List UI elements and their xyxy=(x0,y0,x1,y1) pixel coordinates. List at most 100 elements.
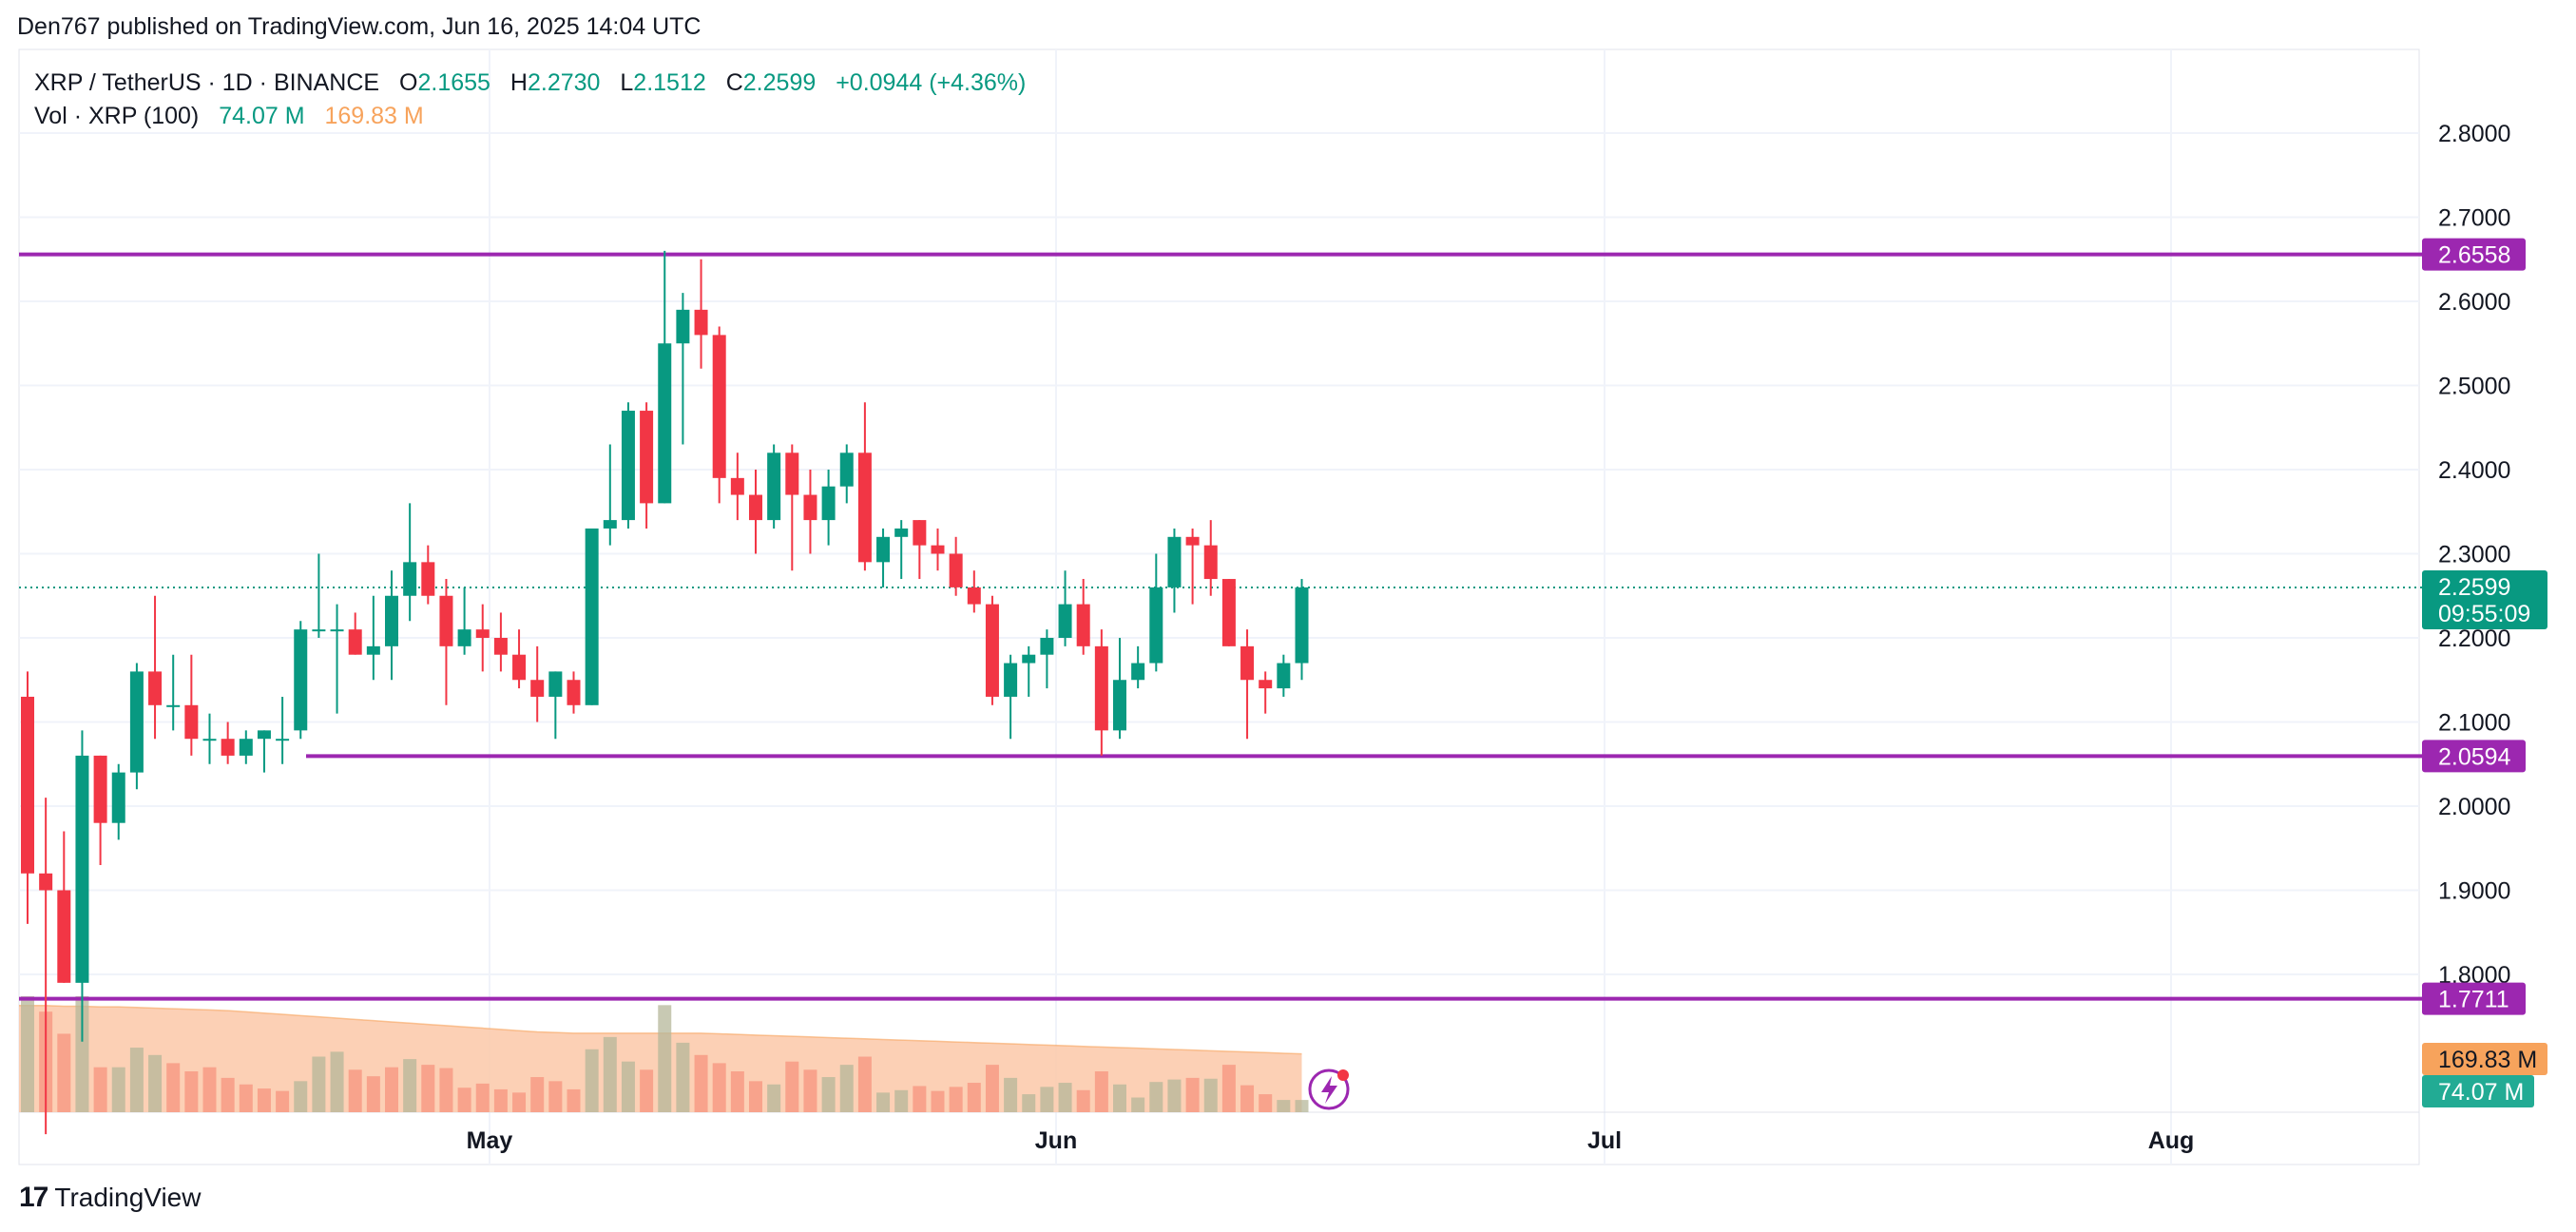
volume-bar xyxy=(1131,1097,1145,1112)
volume-value: 74.07 M xyxy=(219,103,305,129)
candle-body xyxy=(603,520,617,529)
candle-body xyxy=(712,335,726,478)
time-axis: May Jun Jul Aug xyxy=(467,1127,2195,1154)
volume-bar xyxy=(221,1077,235,1112)
price-tick-label: 2.7000 xyxy=(2438,205,2510,232)
low-label: L xyxy=(620,69,634,96)
candle-body xyxy=(221,739,235,756)
volume-bars xyxy=(21,995,1309,1112)
candle-body xyxy=(348,629,362,655)
candle-body xyxy=(21,696,34,874)
price-axis: 2.8000 2.7000 2.6000 2.5000 2.4000 2.3000 2.20… xyxy=(2438,121,2510,989)
ohlc-row: XRP / TetherUS · 1D · BINANCE O2.1655 H2… xyxy=(34,67,1026,100)
volume-bar xyxy=(1004,1077,1018,1112)
tradingview-brand[interactable]: 17 TradingView xyxy=(19,1182,201,1214)
price-tick-label: 2.2000 xyxy=(2438,626,2510,652)
candle-body xyxy=(1259,680,1273,689)
volume-bar xyxy=(767,1084,781,1112)
price-tick-label: 2.6000 xyxy=(2438,289,2510,316)
candle-body xyxy=(985,604,999,697)
level-badge-label: 2.0594 xyxy=(2438,743,2511,770)
close-value: 2.2599 xyxy=(742,69,817,96)
open-label: O xyxy=(399,69,418,96)
volume-bar xyxy=(530,1077,545,1112)
candle-body xyxy=(202,739,217,741)
volume-bar xyxy=(876,1092,891,1112)
candle-body xyxy=(1076,604,1090,646)
price-tick-label: 1.9000 xyxy=(2438,878,2510,905)
volume-label: Vol · XRP (100) xyxy=(34,103,200,129)
volume-bar xyxy=(1149,1082,1163,1112)
volume-bar xyxy=(148,1054,163,1112)
volume-badge xyxy=(2422,1075,2534,1107)
volume-bar xyxy=(894,1089,909,1112)
candle-body xyxy=(75,755,89,983)
volume-bar xyxy=(366,1076,380,1112)
candle-body xyxy=(1185,536,1200,546)
candle-body xyxy=(676,309,690,344)
tradingview-logo-icon: 17 xyxy=(19,1182,48,1213)
candle-body xyxy=(184,704,199,740)
candle-body xyxy=(439,595,453,646)
volume-bar xyxy=(621,1061,635,1112)
candle-body xyxy=(694,309,708,336)
candle-body xyxy=(385,595,398,646)
volume-bar xyxy=(785,1061,799,1112)
candle-body xyxy=(294,629,308,731)
volume-bar xyxy=(1185,1077,1200,1112)
volume-bar xyxy=(821,1077,836,1112)
symbol-label: XRP / TetherUS · 1D · BINANCE xyxy=(34,69,380,96)
volume-bar xyxy=(985,1065,999,1112)
volume-badge-label: 74.07 M xyxy=(2438,1079,2524,1106)
volume-bar xyxy=(57,1033,71,1112)
candle-body xyxy=(312,629,326,632)
volume-bar xyxy=(967,1083,981,1112)
volume-bar xyxy=(749,1081,762,1112)
volume-bar xyxy=(475,1083,490,1112)
volume-bar xyxy=(857,1056,872,1112)
high-value: 2.2730 xyxy=(527,69,601,96)
volume-bar xyxy=(1094,1071,1108,1112)
candlesticks xyxy=(21,250,1309,1135)
candle-body xyxy=(621,411,635,521)
volume-bar xyxy=(585,1049,599,1112)
flash-icon[interactable] xyxy=(1308,1068,1350,1110)
candle-body xyxy=(1203,545,1218,580)
last-price-label: 2.2599 xyxy=(2438,574,2510,601)
candle-body xyxy=(1240,645,1255,681)
candle-body xyxy=(730,477,744,495)
volume-bar xyxy=(913,1086,927,1112)
volume-bar xyxy=(93,1067,107,1112)
candle-body xyxy=(57,890,71,983)
month-tick-label: Jun xyxy=(1035,1127,1077,1154)
low-value: 2.1512 xyxy=(633,69,706,96)
candle-body xyxy=(658,343,672,504)
candle-body xyxy=(785,452,799,495)
candle-body xyxy=(403,562,417,596)
price-tick-label: 2.8000 xyxy=(2438,121,2510,147)
price-tick-label: 2.0000 xyxy=(2438,794,2510,820)
candle-body xyxy=(166,704,181,707)
candle-body xyxy=(330,629,344,632)
volume-ma-badge xyxy=(2422,1043,2547,1075)
candle-body xyxy=(949,553,963,587)
candle-body xyxy=(1113,680,1126,731)
volume-bar xyxy=(403,1059,417,1112)
candle-body xyxy=(93,755,107,823)
volume-bar xyxy=(1076,1089,1090,1112)
volume-bar xyxy=(294,1081,308,1112)
volume-bar xyxy=(803,1069,817,1112)
volume-bar xyxy=(239,1084,253,1112)
volume-bar xyxy=(1259,1094,1273,1112)
volume-bar xyxy=(421,1065,435,1112)
volume-bar xyxy=(567,1088,581,1112)
volume-bar xyxy=(1167,1079,1182,1112)
candle-body xyxy=(821,486,836,521)
volume-bar xyxy=(385,1067,398,1112)
candle-body xyxy=(1094,645,1108,731)
candle-body xyxy=(475,629,490,638)
level-badge xyxy=(2422,740,2526,773)
candle-body xyxy=(1221,579,1236,646)
volume-bar xyxy=(1040,1087,1054,1112)
